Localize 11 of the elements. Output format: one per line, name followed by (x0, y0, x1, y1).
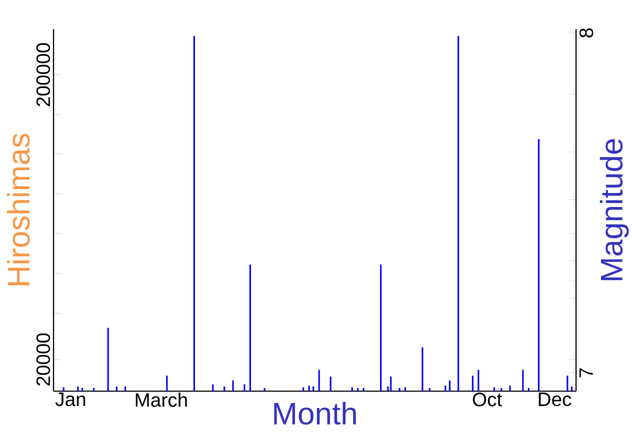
x-axis-title: Month (274, 402, 356, 425)
y-tick-label: 20000 (36, 333, 50, 386)
y2-axis-title: Magnitude (600, 139, 629, 280)
x-tick-label: Oct (472, 392, 502, 406)
y-axis-title: Hiroshimas (6, 134, 30, 286)
y2-tick-label: 7 (579, 368, 593, 378)
y-tick-label: 200000 (36, 43, 50, 106)
x-tick-label: Jan (55, 392, 86, 406)
y2-tick-label: 8 (579, 28, 594, 38)
x-tick-label: March (136, 392, 187, 407)
x-tick-label: Dec (538, 392, 572, 406)
